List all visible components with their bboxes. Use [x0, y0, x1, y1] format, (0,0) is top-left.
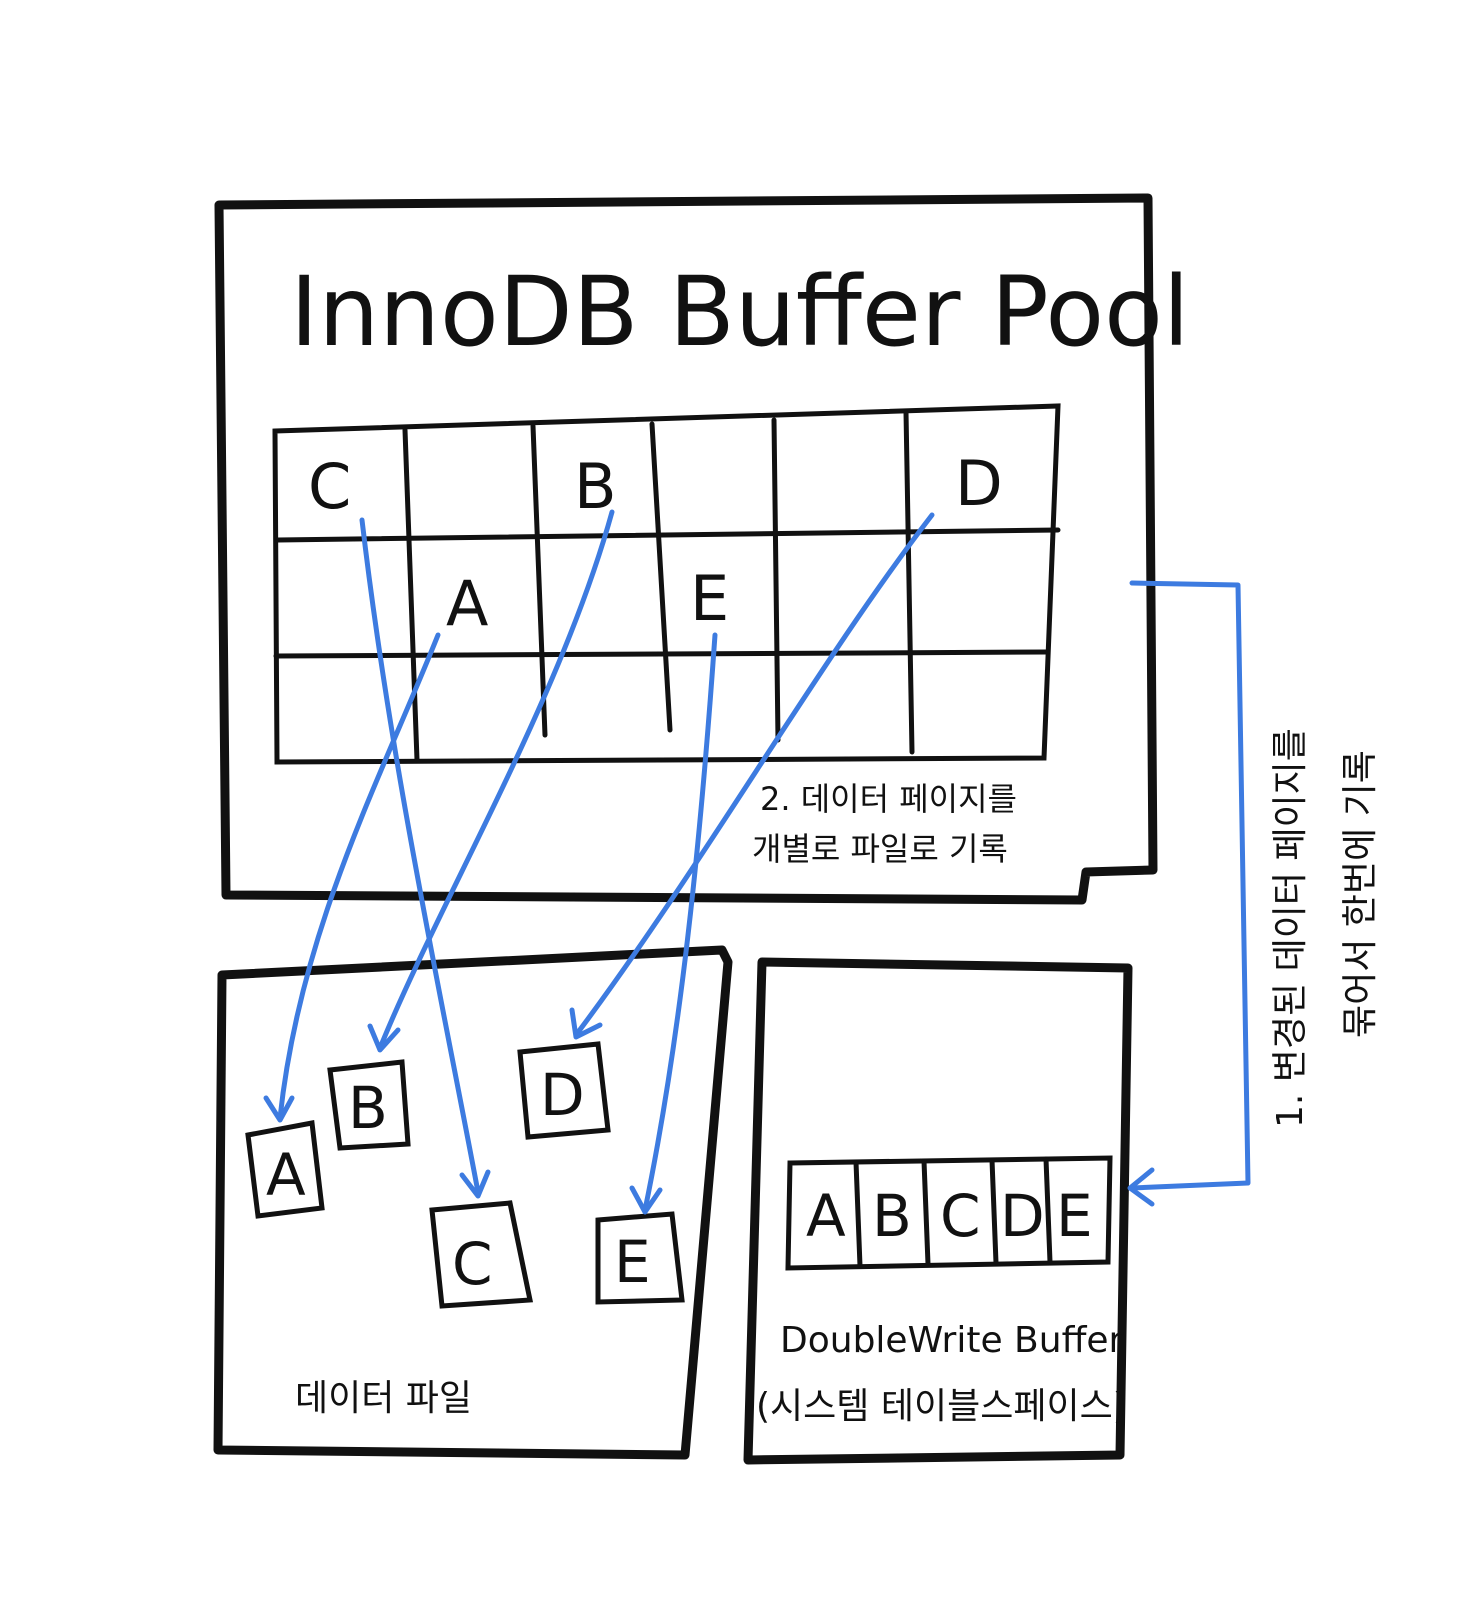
doublewrite-sublabel: (시스템 테이블스페이스)	[756, 1386, 1127, 1427]
buffer-page-d: D	[955, 447, 1003, 520]
data-page-d-label: D	[540, 1061, 585, 1129]
arrow-e	[629, 632, 718, 1215]
buffer-page-c: C	[308, 450, 351, 523]
write-pages-note-line2: 개별로 파일로 기록	[752, 830, 1008, 868]
doublewrite-strip: A B C D E	[785, 1155, 1113, 1271]
doublewrite-cell-e: E	[1056, 1182, 1093, 1250]
data-file-page-b: B	[327, 1059, 411, 1151]
data-file-box: A B D C E 데이터 파일	[213, 945, 733, 1460]
doublewrite-box: A B C D E DoubleWrite Buffer (시스템 테이블스페이…	[743, 957, 1133, 1465]
data-file-label: 데이터 파일	[295, 1378, 472, 1419]
buffer-pool-title: InnoDB Buffer Pool	[290, 256, 1190, 368]
buffer-page-b: B	[574, 450, 617, 523]
side-note-line2: 묶어서 한번에 기록	[1340, 750, 1381, 1038]
arrow-d	[569, 512, 935, 1040]
doublewrite-cell-b: B	[872, 1182, 912, 1250]
doublewrite-label: DoubleWrite Buffer	[780, 1320, 1124, 1361]
data-file-page-c: C	[429, 1200, 534, 1309]
doublewrite-cell-c: C	[940, 1182, 981, 1250]
data-page-e-label: E	[614, 1228, 651, 1296]
write-pages-note-line1: 2. 데이터 페이지를	[760, 780, 1017, 818]
write-arrows	[263, 509, 1251, 1215]
data-page-b-label: B	[348, 1074, 388, 1142]
side-note: 1. 변경된 데이터 페이지를 묶어서 한번에 기록	[1270, 728, 1381, 1128]
doublewrite-cell-d: D	[1000, 1182, 1045, 1250]
arrow-b	[367, 509, 615, 1053]
data-page-a-label: A	[266, 1141, 306, 1209]
side-note-line1: 1. 변경된 데이터 페이지를	[1270, 728, 1311, 1128]
buffer-pool-grid	[272, 403, 1061, 765]
buffer-pool-box: InnoDB Buffer Pool C B D A E 2. 데이터 페이지를…	[214, 193, 1190, 905]
data-page-c-label: C	[452, 1230, 493, 1298]
data-file-page-e: E	[595, 1211, 685, 1305]
data-file-page-a: A	[245, 1120, 325, 1219]
arrow-to-doublewrite	[1127, 580, 1251, 1207]
arrow-c	[359, 517, 491, 1199]
doublewrite-cell-a: A	[806, 1182, 846, 1250]
buffer-page-e: E	[690, 562, 729, 635]
arrow-a	[263, 632, 441, 1123]
buffer-page-a: A	[446, 567, 488, 640]
data-file-page-d: D	[517, 1041, 611, 1140]
